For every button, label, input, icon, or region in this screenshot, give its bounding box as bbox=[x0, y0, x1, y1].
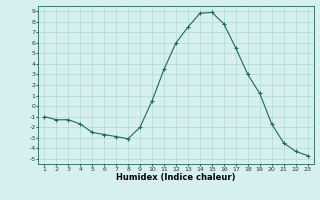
X-axis label: Humidex (Indice chaleur): Humidex (Indice chaleur) bbox=[116, 173, 236, 182]
